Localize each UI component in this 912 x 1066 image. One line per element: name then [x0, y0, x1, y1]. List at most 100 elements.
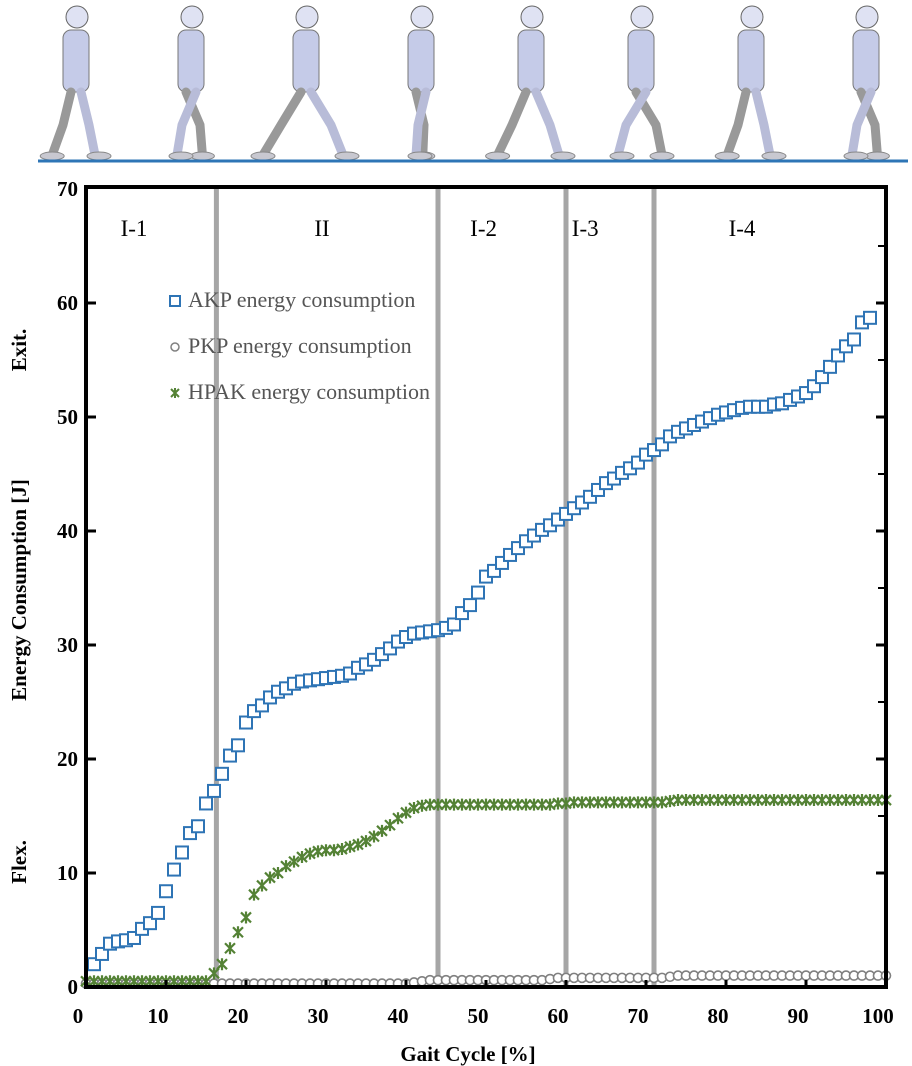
figure-foot: [649, 151, 675, 161]
akp-point: [143, 916, 157, 931]
figure-torso: [737, 29, 765, 93]
walking-figure: [250, 5, 360, 161]
akp-point: [823, 359, 837, 374]
hpak-point: [344, 840, 356, 853]
x-tick-label: 100: [862, 1004, 894, 1028]
phase-label: I-3: [572, 216, 599, 241]
akp-point: [159, 884, 173, 899]
walking-figure: [609, 5, 675, 161]
hpak-point: [208, 967, 220, 980]
y-axis-label: Energy Consumption [J]: [7, 479, 31, 701]
x-axis-label: Gait Cycle [%]: [400, 1042, 535, 1066]
hpak-point: [232, 926, 244, 939]
figure-foot: [761, 151, 787, 161]
figure-head: [295, 5, 319, 29]
figure-torso: [517, 29, 545, 93]
figure-foot: [843, 151, 869, 161]
hpak-point: [264, 871, 276, 884]
x-tick-label: 40: [388, 1004, 409, 1028]
walking-figure: [168, 5, 215, 161]
hpak-point: [240, 911, 252, 924]
walking-figure: [485, 5, 576, 161]
figure-foot: [407, 151, 433, 161]
akp-point: [239, 715, 253, 730]
legend-label: PKP energy consumption: [188, 333, 412, 358]
figure-foot: [250, 151, 276, 161]
akp-point: [167, 862, 181, 877]
hpak-point: [304, 847, 316, 860]
figure-foot: [609, 151, 635, 161]
walking-figure: [407, 5, 436, 161]
akp-point: [863, 310, 877, 325]
phase-label: I-1: [121, 216, 148, 241]
figure-prosthetic-leg: [613, 87, 651, 160]
hpak-point: [376, 824, 388, 837]
hpak-point: [360, 835, 372, 848]
hpak-point: [400, 806, 412, 819]
figure-prosthetic-leg: [76, 87, 100, 160]
x-tick-label: 20: [228, 1004, 249, 1028]
figure-foot: [485, 151, 511, 161]
figure-head: [855, 5, 879, 29]
figure-torso: [407, 29, 435, 93]
figure-foot: [334, 151, 360, 161]
phase-label: I-4: [729, 216, 756, 241]
phase-boundaries: [213, 189, 657, 985]
legend-label: AKP energy consumption: [188, 287, 415, 312]
akp-point: [207, 783, 221, 798]
hpak-point: [336, 843, 348, 856]
figure-head: [740, 5, 764, 29]
x-tick-label: 90: [788, 1004, 809, 1028]
figure-leg: [493, 87, 531, 160]
akp-point: [199, 796, 213, 811]
hpak-point: [296, 851, 308, 864]
legend-x-icon: [170, 388, 180, 398]
figure-torso: [627, 29, 655, 93]
hpak-point: [280, 860, 292, 873]
figure-prosthetic-leg: [172, 87, 201, 160]
figure-foot: [714, 151, 740, 161]
x-tick-label: 30: [308, 1004, 329, 1028]
hpak-point: [216, 958, 228, 971]
akp-point: [215, 766, 229, 781]
hpak-point: [392, 812, 404, 825]
y-tick-label: 10: [57, 861, 78, 885]
figure-leg: [411, 87, 429, 160]
figure-head: [520, 5, 544, 29]
akp-point: [847, 332, 861, 347]
walking-figure: [714, 5, 787, 161]
data-marks: [80, 310, 892, 989]
legend-square-icon: [169, 295, 181, 307]
akp-point: [471, 585, 485, 600]
hpak-point: [408, 802, 420, 815]
akp-point: [151, 905, 165, 920]
legend: AKP energy consumption PKP energy consump…: [169, 287, 430, 404]
figure-leg: [722, 87, 751, 160]
figure-prosthetic-leg: [306, 87, 348, 160]
figure-head: [410, 5, 434, 29]
x-tick-label: 60: [548, 1004, 569, 1028]
figure-torso: [62, 29, 90, 93]
axes-ticks: 0 10 20 30 40 50 60 70 80 90 100 0 10 20 30 40 50 60 70: [57, 177, 894, 1028]
figure-prosthetic-leg: [847, 87, 876, 160]
akp-point: [447, 617, 461, 632]
x-tick-label: 80: [708, 1004, 729, 1028]
hpak-point: [224, 942, 236, 955]
akp-point: [175, 845, 189, 860]
phase-label: II: [314, 216, 329, 241]
hpak-point: [248, 888, 260, 901]
x-tick-label: 50: [468, 1004, 489, 1028]
figure-torso: [177, 29, 205, 93]
figure-leg: [47, 87, 76, 160]
x-tick-label: 0: [73, 1004, 84, 1028]
akp-point: [95, 946, 109, 961]
akp-point: [463, 598, 477, 613]
y-tick-label: 30: [57, 633, 78, 657]
figure-prosthetic-leg: [411, 87, 431, 160]
akp-point: [223, 748, 237, 763]
hpak-point: [288, 855, 300, 868]
figure-foot: [189, 151, 215, 161]
y-axis-label-exit: Exit.: [7, 329, 31, 372]
y-tick-label: 20: [57, 747, 78, 771]
figure-head: [65, 5, 89, 29]
